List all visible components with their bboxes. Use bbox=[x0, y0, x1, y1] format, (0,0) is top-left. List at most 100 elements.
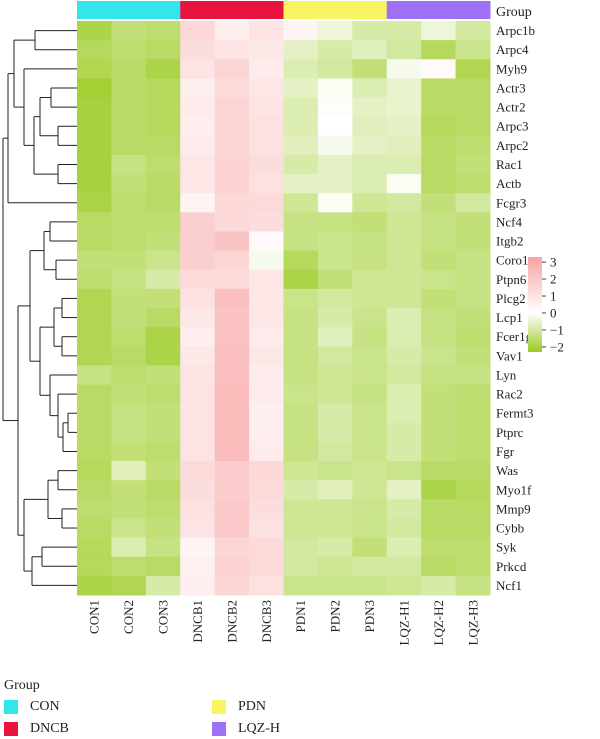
cell-actr3-lqz-h3 bbox=[455, 78, 491, 99]
heatmap-cells bbox=[77, 21, 491, 596]
cell-fcer1g-con3 bbox=[145, 327, 181, 347]
cell-fcgr3-con3 bbox=[145, 193, 181, 213]
cell-arpc3-lqz-h2 bbox=[421, 116, 457, 137]
cell-vav1-lqz-h3 bbox=[455, 346, 491, 366]
cell-fcer1g-dncb1 bbox=[180, 327, 216, 347]
cell-ptprc-dncb3 bbox=[249, 422, 284, 443]
cell-rac2-lqz-h3 bbox=[455, 384, 491, 405]
cell-lcp1-pdn1 bbox=[283, 308, 319, 328]
cell-arpc1b-con3 bbox=[145, 21, 181, 41]
cell-plcg2-con3 bbox=[145, 288, 181, 309]
cell-coro1a-dncb2 bbox=[214, 250, 250, 271]
legend-swatch-con bbox=[4, 700, 18, 714]
cell-ncf4-dncb2 bbox=[214, 212, 250, 232]
cell-ncf1-pdn3 bbox=[352, 575, 388, 596]
cell-itgb2-pdn2 bbox=[317, 231, 353, 252]
cell-plcg2-dncb2 bbox=[214, 288, 250, 309]
cell-fgr-pdn2 bbox=[317, 441, 353, 462]
cell-actb-pdn3 bbox=[352, 174, 388, 194]
cell-actb-lqz-h1 bbox=[386, 174, 422, 194]
cell-fcgr3-lqz-h1 bbox=[386, 193, 422, 213]
cell-actb-lqz-h2 bbox=[421, 174, 457, 194]
cell-mmp9-pdn3 bbox=[352, 499, 388, 519]
cell-actr3-pdn1 bbox=[283, 78, 319, 99]
row-label-rac1: Rac1 bbox=[496, 157, 523, 172]
cell-actb-lqz-h3 bbox=[455, 174, 491, 194]
cell-prkcd-con3 bbox=[145, 556, 181, 577]
cell-mmp9-lqz-h1 bbox=[386, 499, 422, 519]
cell-fcgr3-con2 bbox=[111, 193, 147, 213]
cell-myh9-pdn2 bbox=[317, 59, 353, 79]
cell-actr3-dncb1 bbox=[180, 78, 216, 99]
row-label-arpc4: Arpc4 bbox=[496, 42, 529, 57]
cell-plcg2-lqz-h2 bbox=[421, 288, 457, 309]
cell-was-pdn1 bbox=[283, 461, 319, 481]
cell-plcg2-con2 bbox=[111, 288, 147, 309]
cell-mmp9-dncb2 bbox=[214, 499, 250, 519]
cell-myh9-con2 bbox=[111, 59, 147, 79]
legend-swatch-lqz-h bbox=[212, 722, 226, 736]
cell-syk-pdn2 bbox=[317, 537, 353, 558]
cell-ptpn6-lqz-h2 bbox=[421, 269, 457, 290]
legend-label-dncb: DNCB bbox=[30, 721, 69, 736]
cell-rac2-con2 bbox=[111, 384, 147, 405]
row-label-syk: Syk bbox=[496, 540, 517, 555]
cell-myh9-dncb1 bbox=[180, 59, 216, 79]
cell-ncf4-pdn1 bbox=[283, 212, 319, 232]
cell-arpc4-con2 bbox=[111, 40, 147, 60]
group-cell-dncb3 bbox=[249, 1, 284, 19]
cell-ncf1-dncb3 bbox=[249, 575, 284, 596]
cell-arpc2-dncb2 bbox=[214, 135, 250, 156]
cell-rac1-lqz-h2 bbox=[421, 154, 457, 175]
cell-ptpn6-lqz-h3 bbox=[455, 269, 491, 290]
cell-prkcd-dncb1 bbox=[180, 556, 216, 577]
cell-cybb-lqz-h1 bbox=[386, 518, 422, 539]
row-label-actb: Actb bbox=[496, 176, 521, 191]
cell-plcg2-dncb1 bbox=[180, 288, 216, 309]
cell-arpc1b-dncb3 bbox=[249, 21, 284, 41]
cell-syk-dncb1 bbox=[180, 537, 216, 558]
cell-itgb2-pdn3 bbox=[352, 231, 388, 252]
legend-label-lqz-h: LQZ-H bbox=[238, 721, 280, 736]
color-scale-tick-label: −1 bbox=[550, 322, 564, 337]
cell-rac1-pdn2 bbox=[317, 154, 353, 175]
cell-itgb2-dncb3 bbox=[249, 231, 284, 252]
cell-syk-con2 bbox=[111, 537, 147, 558]
cell-arpc3-dncb3 bbox=[249, 116, 284, 137]
cell-rac2-lqz-h2 bbox=[421, 384, 457, 405]
cell-myo1f-con3 bbox=[145, 480, 181, 500]
cell-rac2-dncb1 bbox=[180, 384, 216, 405]
row-label-ptpn6: Ptpn6 bbox=[496, 272, 527, 287]
cell-ncf1-lqz-h1 bbox=[386, 575, 422, 596]
cell-syk-lqz-h1 bbox=[386, 537, 422, 558]
cell-ptpn6-pdn1 bbox=[283, 269, 319, 290]
cell-lcp1-con2 bbox=[111, 308, 147, 328]
cell-mmp9-dncb3 bbox=[249, 499, 284, 519]
cell-myo1f-dncb1 bbox=[180, 480, 216, 500]
cell-arpc4-pdn2 bbox=[317, 40, 353, 60]
cell-cybb-dncb3 bbox=[249, 518, 284, 539]
cell-ncf1-lqz-h3 bbox=[455, 575, 491, 596]
cell-was-con1 bbox=[77, 461, 112, 481]
cell-rac2-pdn3 bbox=[352, 384, 388, 405]
cell-fermt3-con1 bbox=[77, 403, 112, 424]
cell-fcer1g-lqz-h2 bbox=[421, 327, 457, 347]
cell-actr3-con3 bbox=[145, 78, 181, 99]
cell-fgr-pdn1 bbox=[283, 441, 319, 462]
cell-myh9-dncb3 bbox=[249, 59, 284, 79]
cell-rac2-pdn2 bbox=[317, 384, 353, 405]
cell-actr2-dncb1 bbox=[180, 97, 216, 118]
cell-actr2-pdn3 bbox=[352, 97, 388, 118]
cell-lcp1-lqz-h3 bbox=[455, 308, 491, 328]
cell-vav1-dncb1 bbox=[180, 346, 216, 366]
cell-arpc1b-lqz-h2 bbox=[421, 21, 457, 41]
cell-coro1a-lqz-h3 bbox=[455, 250, 491, 271]
cell-was-con2 bbox=[111, 461, 147, 481]
cell-vav1-lqz-h1 bbox=[386, 346, 422, 366]
cell-fgr-dncb2 bbox=[214, 441, 250, 462]
cell-arpc4-con1 bbox=[77, 40, 112, 60]
cell-fcer1g-lqz-h1 bbox=[386, 327, 422, 347]
cell-ncf1-con3 bbox=[145, 575, 181, 596]
cell-syk-con1 bbox=[77, 537, 112, 558]
cell-arpc4-dncb2 bbox=[214, 40, 250, 60]
